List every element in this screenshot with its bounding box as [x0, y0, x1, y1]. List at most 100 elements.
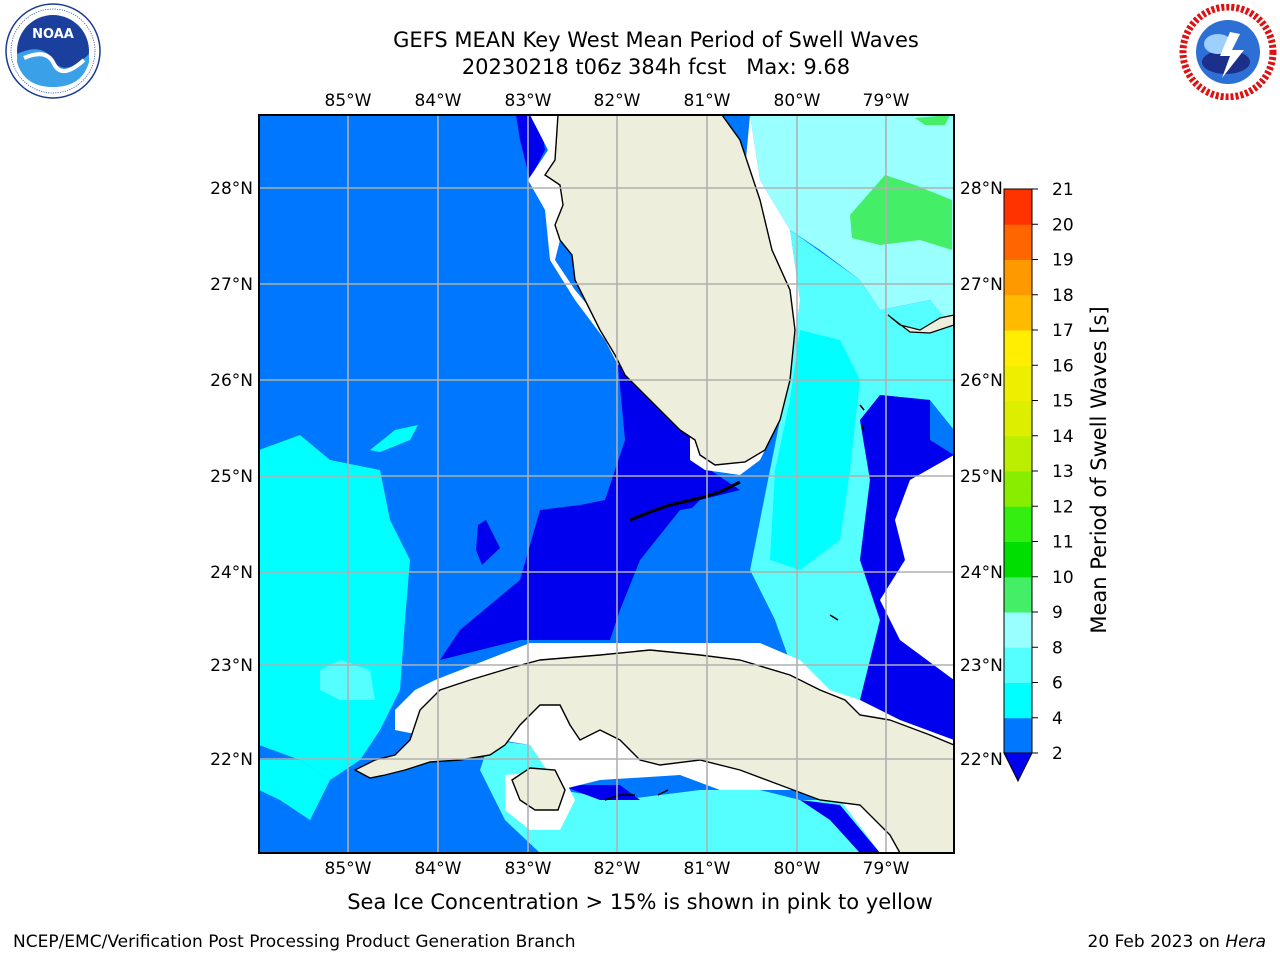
- lon-labels-top: 85°W 84°W 83°W 82°W 81°W 80°W 79°W: [325, 91, 910, 111]
- svg-text:82°W: 82°W: [594, 859, 641, 879]
- svg-text:81°W: 81°W: [684, 91, 731, 111]
- lon-labels-bottom: 85°W 84°W 83°W 82°W 81°W 80°W 79°W: [325, 859, 910, 879]
- colorbar-tick-label: 8: [1052, 638, 1063, 658]
- colorbar-segment: [1004, 576, 1032, 613]
- colorbar-segment: [1004, 259, 1032, 296]
- colorbar-segment: [1004, 541, 1032, 578]
- svg-text:27°N: 27°N: [960, 275, 1003, 295]
- field-deep-north: [516, 115, 545, 180]
- colorbar-tick-label: 9: [1052, 603, 1063, 623]
- field-deep-east: [860, 395, 954, 740]
- colorbar-tick-label: 17: [1052, 321, 1074, 341]
- colorbar-tick-label: 20: [1052, 215, 1074, 235]
- lat-labels-left: 28°N 27°N 26°N 25°N 24°N 23°N 22°N: [210, 179, 253, 770]
- map-frame: [258, 114, 955, 854]
- noaa-logo: NOAA: [5, 3, 101, 99]
- colorbar-segment: [1004, 435, 1032, 472]
- colorbar-tick-label: 21: [1052, 180, 1074, 200]
- svg-text:24°N: 24°N: [960, 563, 1003, 583]
- colorbar-tick-label: 19: [1052, 251, 1074, 271]
- swell-period-field: [259, 115, 954, 853]
- field-deep-spot: [476, 520, 500, 565]
- field-deep-se: [800, 800, 880, 853]
- svg-text:85°W: 85°W: [325, 91, 372, 111]
- cays-south: [604, 794, 635, 801]
- colorbar-segment: [1004, 224, 1032, 260]
- isla-juventud-land: [511, 767, 566, 811]
- svg-text:26°N: 26°N: [210, 371, 253, 391]
- svg-text:27°N: 27°N: [210, 275, 253, 295]
- colorbar-tick-label: 4: [1052, 709, 1063, 729]
- svg-text:23°N: 23°N: [960, 656, 1003, 676]
- cay-east: [829, 614, 839, 621]
- svg-text:26°N: 26°N: [960, 371, 1003, 391]
- nws-logo: [1179, 4, 1277, 100]
- colorbar-label: Mean Period of Swell Waves [s]: [1087, 306, 1111, 633]
- svg-text:80°W: 80°W: [774, 859, 821, 879]
- colorbar-segment: [1004, 471, 1032, 507]
- colorbar-segment: [1004, 506, 1032, 542]
- field-green: [850, 175, 952, 250]
- chart-title: GEFS MEAN Key West Mean Period of Swell …: [393, 28, 919, 52]
- colorbar-segment: [1004, 330, 1032, 366]
- field-light-cyan-south: [480, 740, 880, 853]
- svg-text:85°W: 85°W: [325, 859, 372, 879]
- svg-text:83°W: 83°W: [505, 859, 552, 879]
- field-cyan-east: [770, 330, 860, 570]
- colorbar-segment: [1004, 682, 1032, 719]
- colorbar-segment: [1004, 717, 1032, 754]
- colorbar-segment: [1004, 365, 1032, 401]
- colorbar-tick-label: 12: [1052, 497, 1074, 517]
- chart-subtitle: 20230218 t06z 384h fcst Max: 9.68: [461, 55, 851, 79]
- sea-ice-caption: Sea Ice Concentration > 15% is shown in …: [347, 890, 933, 914]
- svg-text:NOAA: NOAA: [32, 27, 74, 42]
- svg-text:28°N: 28°N: [960, 179, 1003, 199]
- cay-bimini: [859, 404, 865, 433]
- svg-text:79°W: 79°W: [863, 91, 910, 111]
- svg-text:22°N: 22°N: [210, 750, 253, 770]
- svg-text:25°N: 25°N: [960, 467, 1003, 487]
- colorbar-tick-label: 2: [1052, 744, 1063, 764]
- svg-text:23°N: 23°N: [210, 656, 253, 676]
- footer-host: Hera: [1225, 932, 1266, 952]
- colorbar-tick-label: 6: [1052, 674, 1063, 694]
- field-deep-south: [560, 785, 640, 800]
- colorbar-tick-label: 16: [1052, 356, 1074, 376]
- colorbar-extend-triangle: [1003, 752, 1033, 783]
- florida-keys: [629, 480, 741, 522]
- colorbar-segment: [1004, 612, 1032, 648]
- svg-text:82°W: 82°W: [594, 91, 641, 111]
- svg-text:79°W: 79°W: [863, 859, 910, 879]
- svg-text:81°W: 81°W: [684, 859, 731, 879]
- field-green-small: [915, 115, 950, 125]
- graticule: [259, 115, 954, 853]
- colorbar-tick-label: 18: [1052, 286, 1074, 306]
- field-cyan-spot: [370, 425, 418, 452]
- svg-text:84°W: 84°W: [415, 859, 462, 879]
- svg-text:22°N: 22°N: [960, 750, 1003, 770]
- svg-text:28°N: 28°N: [210, 179, 253, 199]
- svg-text:83°W: 83°W: [505, 91, 552, 111]
- colorbar: 2 4 6 8 9 10 11 12 13 14 15 16 17 18 19 20 21: [1003, 180, 1074, 783]
- footer-date-text: 20 Feb 2023 on: [1087, 932, 1226, 952]
- svg-text:80°W: 80°W: [774, 91, 821, 111]
- field-cyan-sw: [259, 760, 330, 820]
- colorbar-segment: [1004, 189, 1032, 225]
- colorbar-tick-label: 15: [1052, 392, 1074, 412]
- svg-text:84°W: 84°W: [415, 91, 462, 111]
- field-deep-gulf: [440, 365, 740, 660]
- colorbar-segment: [1004, 294, 1032, 331]
- svg-text:24°N: 24°N: [210, 563, 253, 583]
- bahamas-north-land: [887, 314, 954, 334]
- cay: [657, 789, 669, 796]
- colorbar-tick-label: 13: [1052, 462, 1074, 482]
- mask-bahamas: [880, 455, 954, 680]
- colorbar-tick-label: 11: [1052, 533, 1074, 553]
- colorbar-segment: [1004, 400, 1032, 437]
- svg-text:25°N: 25°N: [210, 467, 253, 487]
- colorbar-tick-label: 10: [1052, 568, 1074, 588]
- colorbar-tick-label: 14: [1052, 427, 1074, 447]
- footer-date: 20 Feb 2023 on Hera: [1088, 932, 1266, 952]
- lat-labels-right: 28°N 27°N 26°N 25°N 24°N 23°N 22°N: [960, 179, 1003, 770]
